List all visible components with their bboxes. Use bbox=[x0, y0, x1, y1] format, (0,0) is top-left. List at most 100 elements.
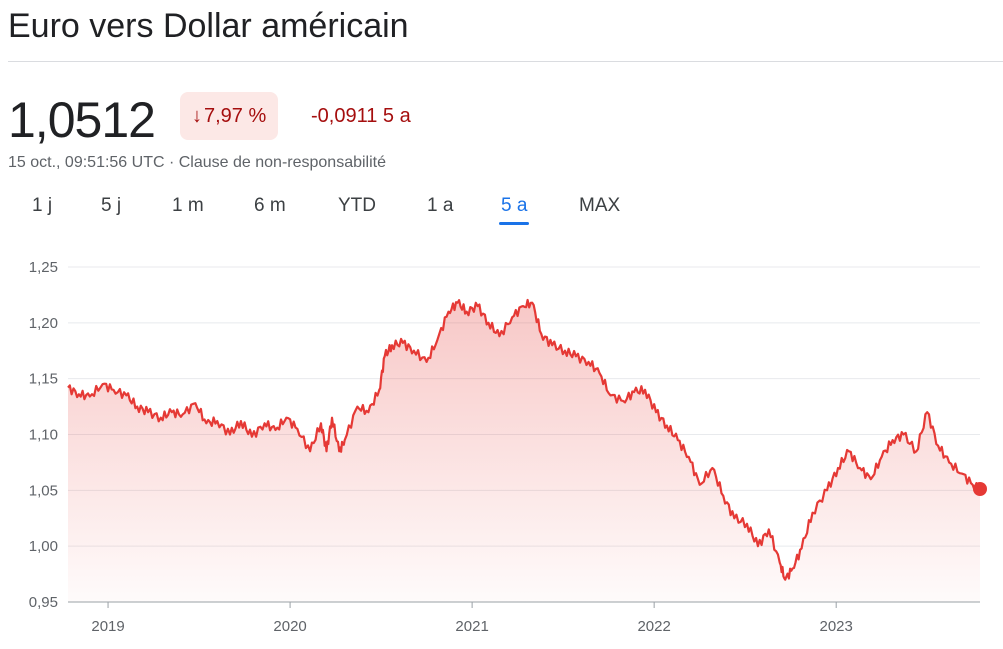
data-point bbox=[836, 466, 840, 470]
price-chart[interactable]: 1,25 1,20 1,15 1,10 1,05 1,00 0,95 2019 2020 202… bbox=[0, 250, 1003, 649]
y-tick-label: 0,95 bbox=[29, 594, 58, 611]
data-point bbox=[170, 410, 174, 414]
data-point bbox=[530, 301, 534, 305]
data-point bbox=[869, 477, 873, 481]
data-point bbox=[319, 421, 323, 425]
data-point bbox=[811, 511, 815, 515]
data-point bbox=[756, 544, 760, 548]
tab-ytd[interactable]: YTD bbox=[338, 195, 376, 216]
data-point bbox=[124, 393, 128, 397]
tab-1-day[interactable]: 1 j bbox=[32, 195, 53, 216]
data-point bbox=[563, 349, 567, 353]
data-point bbox=[337, 449, 341, 453]
absolute-change: -0,0911 5 a bbox=[311, 105, 411, 127]
data-point bbox=[621, 399, 625, 403]
data-point bbox=[550, 343, 554, 347]
data-point bbox=[643, 388, 647, 392]
data-point bbox=[791, 567, 795, 571]
data-point bbox=[284, 416, 288, 420]
data-point bbox=[324, 449, 328, 453]
y-tick-label: 1,10 bbox=[29, 427, 58, 444]
data-point bbox=[914, 449, 918, 453]
data-point bbox=[778, 561, 782, 565]
data-point bbox=[366, 410, 370, 414]
data-point bbox=[146, 410, 150, 414]
data-point bbox=[377, 388, 381, 392]
tab-1-year[interactable]: 1 a bbox=[427, 195, 454, 216]
x-tick-label: 2021 bbox=[455, 618, 488, 635]
data-point bbox=[847, 449, 851, 453]
data-point bbox=[632, 390, 636, 394]
data-point bbox=[436, 338, 440, 342]
y-axis-labels: 1,25 1,20 1,15 1,10 1,05 1,00 0,95 bbox=[29, 259, 58, 611]
data-point bbox=[239, 419, 243, 423]
data-point bbox=[891, 438, 895, 442]
tab-5-years[interactable]: 5 a bbox=[498, 190, 530, 225]
data-point bbox=[698, 483, 702, 487]
data-point bbox=[800, 546, 804, 550]
data-point bbox=[330, 416, 334, 420]
percent-change-badge: ↓ 7,97 % bbox=[180, 92, 279, 140]
x-tick-label: 2023 bbox=[820, 618, 853, 635]
data-point bbox=[446, 310, 450, 314]
tab-1-month[interactable]: 1 m bbox=[172, 195, 204, 216]
data-point bbox=[66, 386, 70, 390]
data-point bbox=[767, 527, 771, 531]
arrow-down-icon: ↓ bbox=[192, 105, 202, 127]
data-point bbox=[228, 433, 232, 437]
data-point bbox=[745, 522, 749, 526]
data-point bbox=[539, 332, 543, 336]
tab-6-months[interactable]: 6 m bbox=[254, 195, 286, 216]
tab-max[interactable]: MAX bbox=[579, 195, 621, 216]
x-tick-label: 2020 bbox=[273, 618, 306, 635]
price-line bbox=[67, 298, 982, 581]
data-point bbox=[77, 392, 81, 396]
data-point bbox=[412, 349, 416, 353]
data-point bbox=[687, 455, 691, 459]
data-point bbox=[936, 444, 940, 448]
data-point bbox=[825, 488, 829, 492]
data-point bbox=[425, 360, 429, 364]
data-point bbox=[193, 401, 197, 405]
data-point bbox=[308, 449, 312, 453]
data-point bbox=[497, 334, 501, 338]
data-point bbox=[88, 395, 92, 399]
data-point bbox=[181, 412, 185, 416]
header-divider bbox=[8, 61, 1003, 62]
data-point bbox=[598, 371, 602, 375]
current-value-dot bbox=[973, 481, 987, 496]
y-tick-label: 1,25 bbox=[29, 259, 58, 276]
data-point bbox=[654, 410, 658, 414]
data-point bbox=[665, 424, 669, 428]
data-point bbox=[510, 315, 514, 319]
x-axis-labels: 2019 2020 2021 2022 2023 bbox=[91, 602, 853, 635]
data-point bbox=[101, 382, 105, 386]
current-price: 1,0512 bbox=[8, 92, 156, 148]
data-point bbox=[204, 421, 208, 425]
y-tick-label: 1,15 bbox=[29, 371, 58, 388]
data-point bbox=[710, 466, 714, 470]
data-point bbox=[902, 433, 906, 437]
data-point bbox=[343, 438, 347, 442]
data-point bbox=[274, 428, 278, 432]
data-point bbox=[135, 405, 139, 409]
data-point bbox=[401, 341, 405, 345]
data-point bbox=[390, 343, 394, 347]
data-point bbox=[215, 419, 219, 423]
x-tick-label: 2022 bbox=[637, 618, 670, 635]
y-tick-label: 1,05 bbox=[29, 482, 58, 499]
page-title: Euro vers Dollar américain bbox=[8, 7, 409, 45]
data-point bbox=[732, 516, 736, 520]
data-point bbox=[858, 466, 862, 470]
y-tick-label: 1,20 bbox=[29, 315, 58, 332]
range-tabs: 1 j 5 j 1 m 6 m YTD 1 a 5 a MAX bbox=[0, 190, 1003, 230]
data-point bbox=[159, 416, 163, 420]
data-point bbox=[295, 427, 299, 431]
data-point bbox=[880, 455, 884, 459]
data-point bbox=[521, 304, 525, 308]
tab-5-days[interactable]: 5 j bbox=[101, 195, 122, 216]
y-tick-label: 1,00 bbox=[29, 538, 58, 555]
price-area-fill bbox=[68, 300, 980, 602]
data-point bbox=[476, 304, 480, 308]
data-point bbox=[960, 472, 964, 476]
